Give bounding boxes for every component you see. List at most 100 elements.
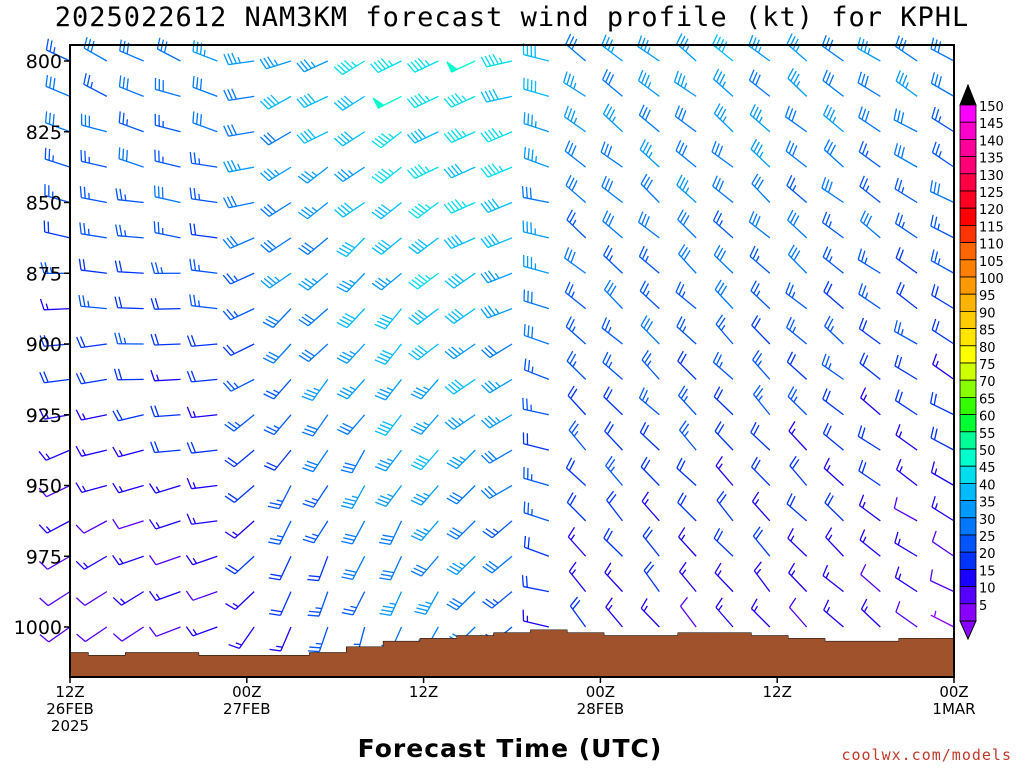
wind-barb [374,378,403,401]
colorbar-swatch [959,173,977,192]
wind-barb [259,131,292,146]
wind-barb [676,316,697,345]
wind-barb [223,159,255,173]
y-tick-label: 850 [26,193,62,215]
wind-barb [44,184,71,204]
wind-barb [675,281,697,310]
wind-barb [602,351,623,380]
wind-barb [523,77,550,97]
wind-barb [563,105,587,133]
colorbar-label: 130 [979,169,1004,184]
wind-barb [444,308,476,324]
wind-barb [894,566,918,593]
wind-barb [259,94,292,110]
wind-barb [153,185,181,204]
wind-barb [38,555,71,570]
wind-barb [114,332,144,345]
wind-barb [38,449,71,461]
wind-barb [674,105,697,133]
wind-barb [822,246,844,274]
wind-barb [788,421,808,451]
colorbar-swatch [959,138,977,157]
wind-barb [408,201,439,219]
wind-barb [43,220,71,239]
x-tick-label: 2025 [51,717,89,735]
wind-barb [566,209,587,239]
wind-barb [336,272,366,293]
wind-barb [480,270,513,284]
wind-barb [822,69,844,97]
wind-barb [523,466,550,487]
wind-barb [307,591,329,617]
wind-barb [893,108,918,133]
wind-barb [296,128,329,144]
wind-barb [523,255,550,274]
colorbar-label: 30 [979,513,996,528]
wind-barb [186,370,218,383]
wind-barb [523,289,550,310]
chart-title: 2025022612 NAM3KM forecast wind profile … [54,2,970,33]
wind-barb [603,386,623,416]
colorbar-swatch [959,156,977,175]
colorbar-label: 45 [979,461,996,476]
wind-barb [118,111,144,133]
y-tick-label: 900 [26,334,62,356]
wind-barb [443,234,476,250]
wind-barb [787,209,808,239]
wind-barb [565,174,587,203]
wind-barb [223,88,255,102]
wind-barb [76,336,107,349]
colorbar-swatch [959,310,977,329]
y-tick-label: 1000 [14,617,62,639]
wind-barb [154,78,181,98]
wind-barb [860,598,881,628]
wind-barb [821,211,844,239]
wind-barb [39,371,71,384]
wind-barb [112,591,145,606]
wind-barb [715,455,734,486]
wind-barb [931,141,955,168]
colorbar-label: 145 [979,117,1004,132]
wind-barb [638,245,660,274]
wind-barb [822,564,844,593]
wind-barb [750,422,771,451]
wind-barb [446,60,476,73]
wind-barb [224,449,255,468]
wind-barb [523,324,550,345]
wind-barb [751,491,771,522]
wind-barb [785,140,808,168]
wind-barb [410,520,439,542]
wind-barb [379,591,403,616]
colorbar-swatch [959,121,977,140]
wind-barb [641,350,660,380]
wind-barb [480,484,513,499]
wind-barb [150,369,181,382]
wind-barb [640,315,660,345]
wind-barb [480,163,513,178]
colorbar-label: 90 [979,306,996,321]
wind-barb [712,33,734,62]
wind-barb [444,378,476,395]
wind-barb [856,37,881,62]
wind-barb [679,561,697,593]
wind-barb [263,449,292,471]
wind-barb [600,141,623,168]
wind-barb [296,93,329,109]
wind-barb [753,561,771,593]
x-tick-label: 28FEB [577,700,624,718]
wind-barb [297,166,329,184]
colorbar-swatch [959,448,977,467]
wind-barb [76,626,108,643]
wind-barb [341,520,366,545]
wind-barb [410,485,439,506]
colorbar-swatch [959,224,977,243]
wind-barb [750,280,771,310]
wind-barb [333,131,366,147]
wind-barb [301,378,329,402]
wind-barb [522,43,549,62]
wind-barb [602,103,623,133]
wind-barb [371,166,402,184]
wind-barb [374,343,403,365]
wind-barb [602,210,623,239]
wind-barb [307,626,329,653]
